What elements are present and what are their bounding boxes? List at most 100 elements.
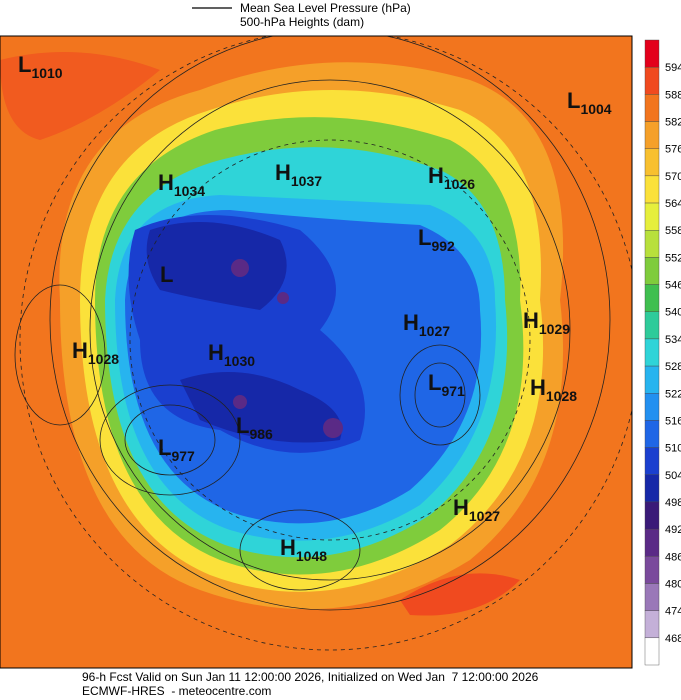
pressure-center: H1034 [158,170,205,199]
pressure-center: L1010 [18,52,63,81]
legend-text: 500-hPa Heights (dam) [240,15,364,29]
colorbar-band [644,39,660,68]
center-letter: H [275,160,291,185]
center-letter: H [523,308,539,333]
center-pressure: 1027 [469,508,500,524]
colorbar-band [644,365,660,394]
pressure-center: H1028 [530,375,577,404]
center-letter: H [72,338,88,363]
pressure-center: H1028 [72,338,119,367]
colorbar-band [644,610,660,639]
colorbar-band [644,284,660,312]
colorbar-label: 588 [665,89,681,101]
center-pressure: 1028 [88,351,119,367]
colorbar-band [644,393,660,421]
colorbar-label: 516 [665,415,681,427]
colorbar-label: 480 [665,578,681,590]
colorbar-band [644,338,660,367]
colorbar-label: 540 [665,307,681,319]
colorbar-label: 582 [665,117,681,129]
pressure-center: L992 [418,225,455,254]
pressure-center: H1048 [280,535,327,564]
center-letter: L [18,52,31,77]
center-letter: L [418,225,431,250]
colorbar-label: 504 [665,470,681,482]
center-letter: H [428,163,444,188]
colorbar-band [644,230,660,258]
pressure-center: H1027 [453,495,500,524]
footer-text: 96-h Fcst Valid on Sun Jan 11 12:00:00 2… [82,670,539,684]
colorbar-band [644,175,660,204]
colorbar-label: 528 [665,361,681,373]
center-pressure: 1004 [580,101,611,117]
colorbar-band [644,474,660,503]
center-pressure: 1034 [174,183,205,199]
colorbar-label: 594 [665,62,681,74]
center-pressure: 1027 [419,323,450,339]
colorbar-label: 510 [665,443,681,455]
center-letter: L [160,262,173,287]
colorbar-band [644,637,660,666]
colorbar-label: 576 [665,144,681,156]
colorbar-band [644,148,660,177]
center-pressure: 1029 [539,321,570,337]
center-pressure: 977 [171,448,195,464]
colorbar-band [644,501,660,530]
center-pressure: 986 [249,426,273,442]
center-pressure: 1030 [224,353,255,369]
center-letter: L [236,413,249,438]
colorbar-band [644,528,660,557]
center-letter: H [208,340,224,365]
center-letter: L [158,435,171,460]
pressure-center: L [160,262,173,287]
colorbar-label: 474 [665,606,681,618]
center-pressure: 1037 [291,173,322,189]
center-letter: H [158,170,174,195]
center-letter: L [567,88,580,113]
center-letter: L [428,370,441,395]
center-pressure: 1048 [296,548,327,564]
colorbar-band [644,94,660,122]
pressure-center: H1037 [275,160,322,189]
center-pressure: 971 [441,383,465,399]
pressure-center: H1030 [208,340,255,369]
colorbar-label: 522 [665,388,681,400]
colorbar-label: 558 [665,225,681,237]
colorbar-band [644,583,660,611]
colorbar-label: 552 [665,252,681,264]
colorbar-band [644,66,660,95]
center-pressure: 1028 [546,388,577,404]
colorbar-band [644,556,660,584]
center-letter: H [453,495,469,520]
pressure-center: L1004 [567,88,612,117]
pressure-center: L977 [158,435,195,464]
pressure-center: H1026 [428,163,475,192]
colorbar-band [644,202,660,231]
colorbar-band [644,121,660,149]
center-letter: H [530,375,546,400]
colorbar-label: 570 [665,171,681,183]
colorbar-label: 486 [665,551,681,563]
colorbar: 594 588 582 576 570 564 558 552 546 540 534 528 522 5… [644,39,681,666]
pressure-center: H1029 [523,308,570,337]
colorbar-label: 546 [665,280,681,292]
footer-text: ECMWF-HRES - meteocentre.com [82,684,271,698]
colorbar-band [644,447,660,475]
legend-text: Mean Sea Level Pressure (hPa) [240,1,411,15]
colorbar-label: 498 [665,497,681,509]
center-letter: H [280,535,296,560]
pressure-center: L971 [428,370,465,399]
colorbar-label: 534 [665,334,681,346]
colorbar-label: 564 [665,198,681,210]
colorbar-band [644,311,660,340]
colorbar-label: 492 [665,524,681,536]
colorbar-band [644,257,660,285]
pressure-center: H1027 [403,310,450,339]
center-pressure: 1010 [31,65,62,81]
center-pressure: 992 [431,238,455,254]
map [0,35,633,669]
colorbar-label: 468 [665,633,681,645]
center-pressure: 1026 [444,176,475,192]
